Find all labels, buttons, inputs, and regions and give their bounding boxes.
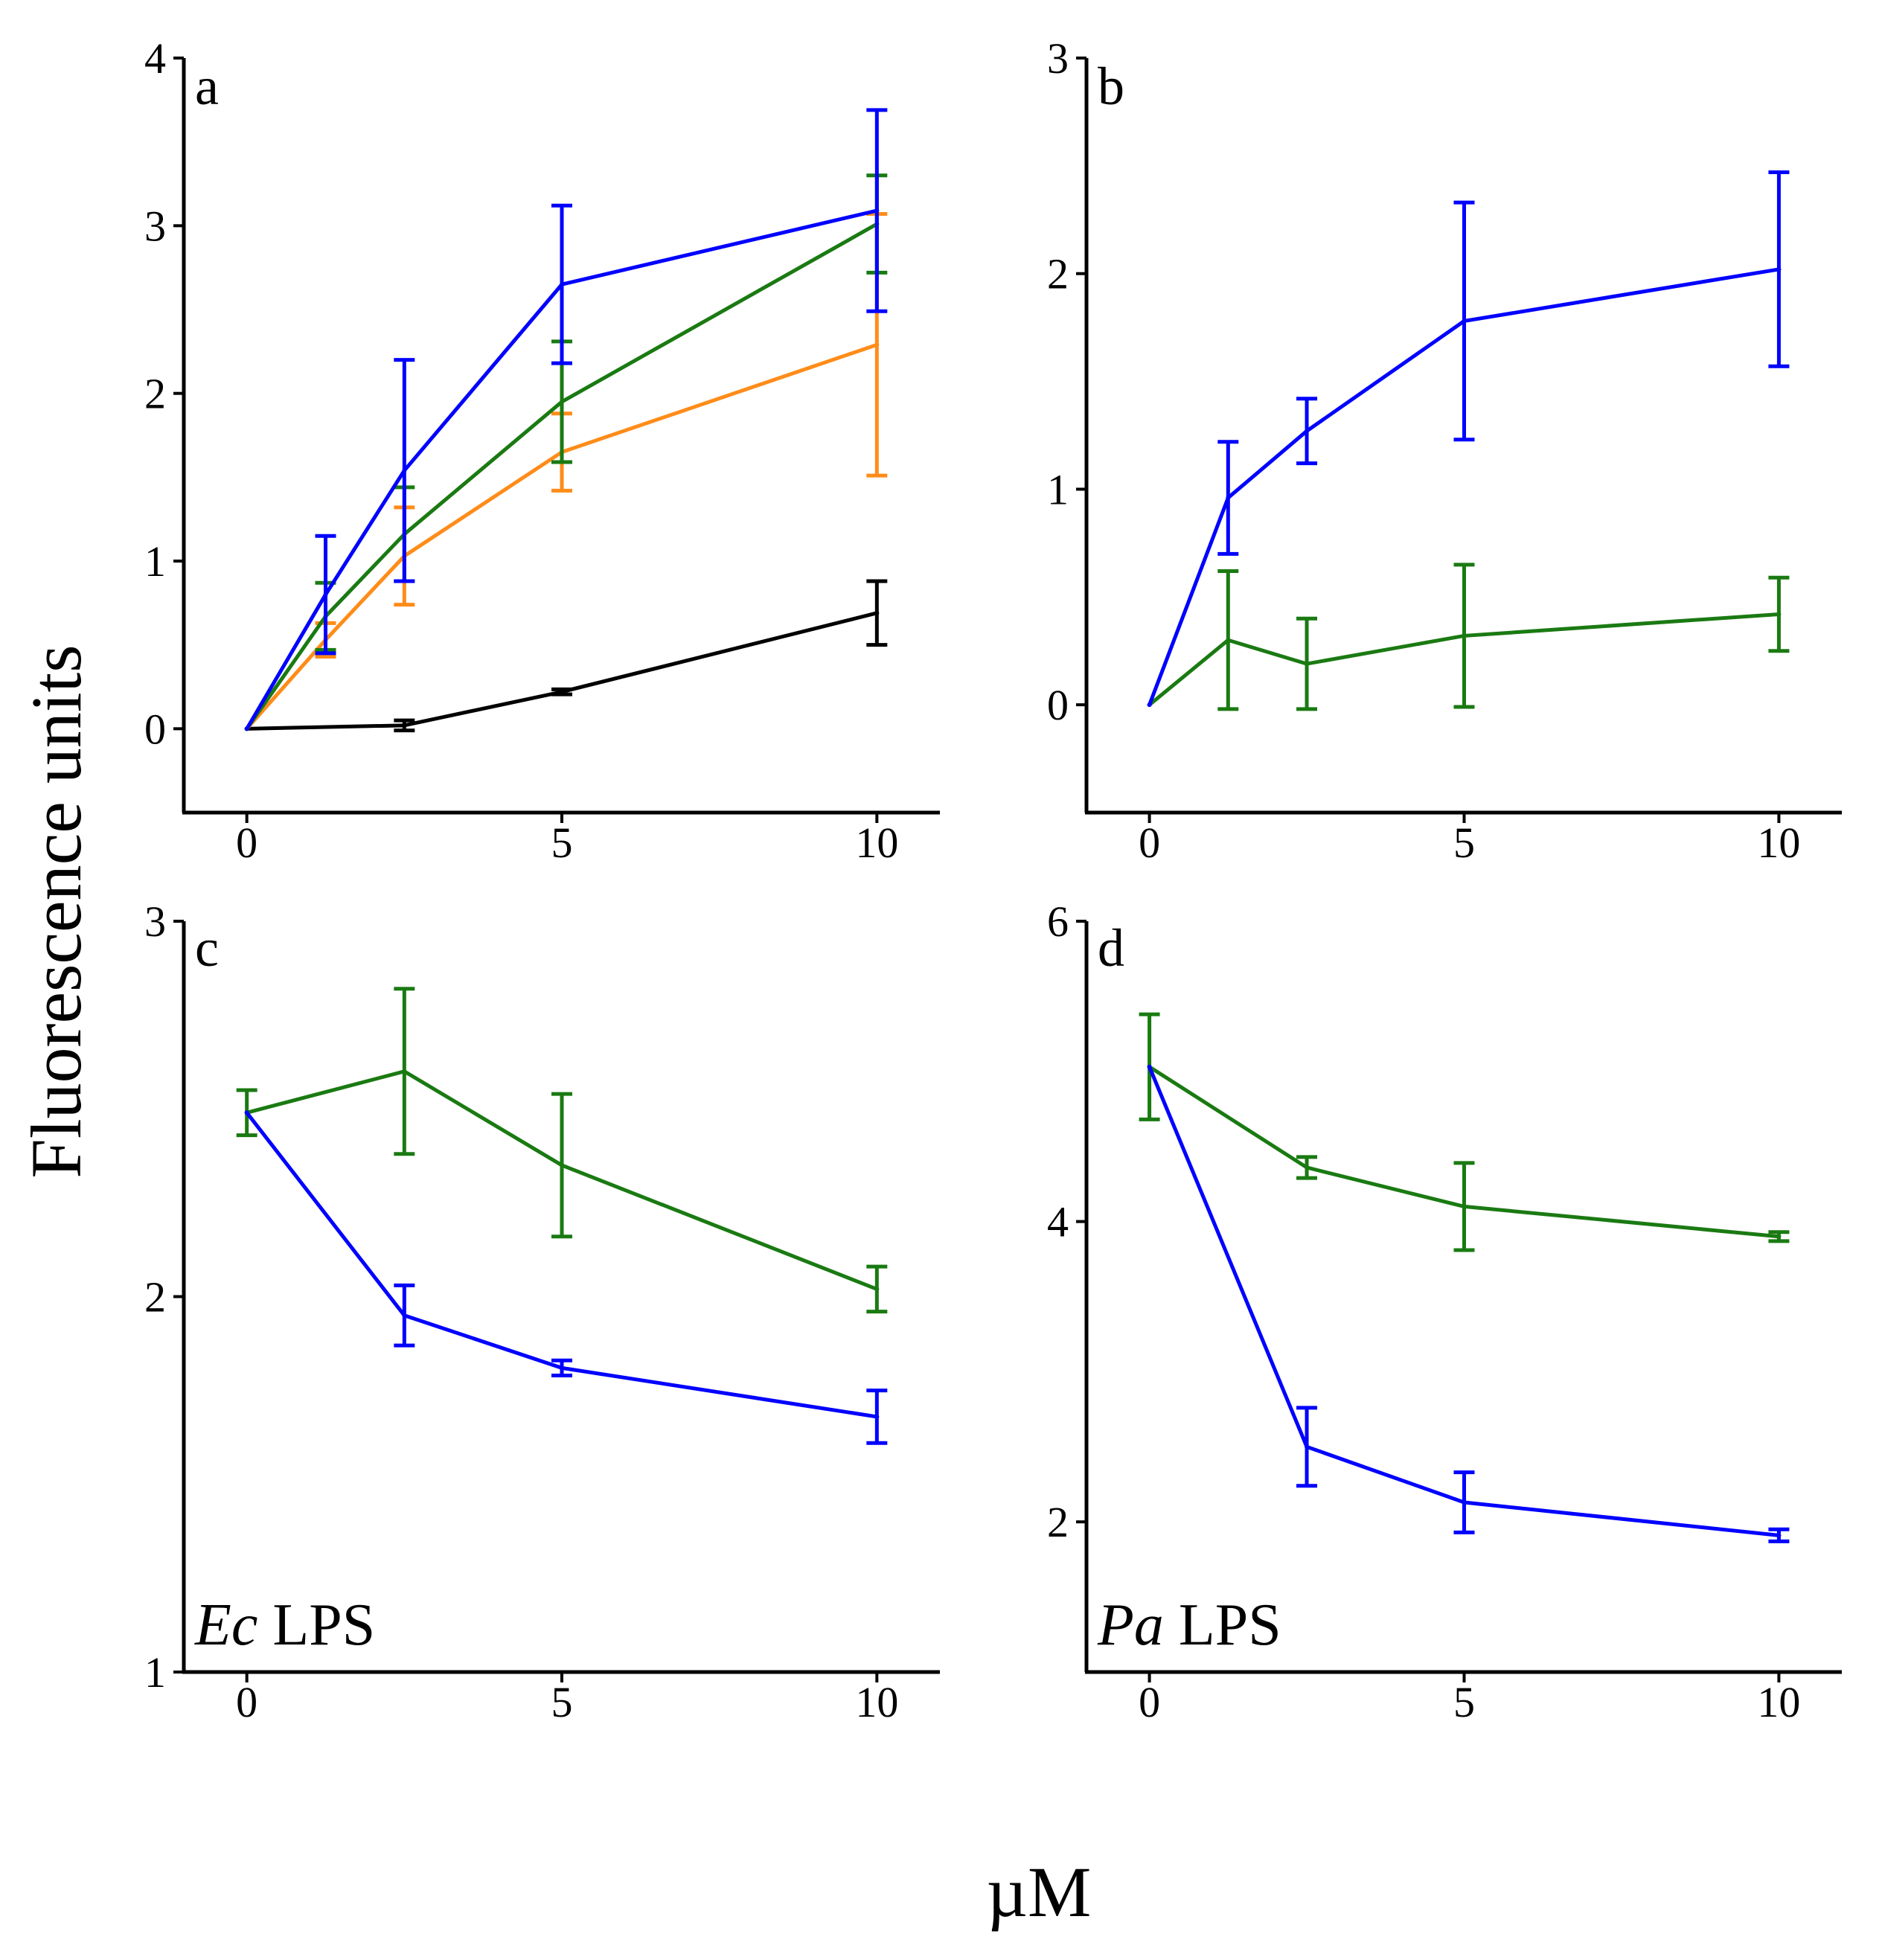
data-point xyxy=(244,726,249,731)
series-green xyxy=(1147,563,1790,711)
x-axis-title: µM xyxy=(987,1852,1092,1932)
y-tick-label: 0 xyxy=(144,705,166,753)
series-blue xyxy=(1147,1064,1790,1543)
y-tick-label: 4 xyxy=(144,34,166,83)
y-tick-label: 1 xyxy=(1047,465,1069,513)
x-tick-label: 0 xyxy=(1139,1678,1160,1726)
y-tick-label: 6 xyxy=(1047,897,1069,946)
series-line xyxy=(1148,1065,1779,1239)
y-tick-label: 3 xyxy=(144,202,166,250)
y-tick-label: 1 xyxy=(144,537,166,586)
series-line xyxy=(1148,1066,1779,1537)
series-blue xyxy=(1147,170,1790,708)
y-tick-label: 2 xyxy=(1047,1498,1069,1546)
x-tick-label: 5 xyxy=(551,819,573,867)
y-tick-label: 2 xyxy=(1047,250,1069,298)
annotation-suffix: LPS xyxy=(1164,1592,1281,1658)
y-tick-label: 1 xyxy=(144,1648,166,1697)
panel-label: b xyxy=(1098,57,1124,116)
panel-d: 2 4 6 0 5 10 d Pa LPS xyxy=(1047,897,1842,1726)
y-axis-title: Fluorescence units xyxy=(16,644,96,1178)
series-line xyxy=(245,1111,877,1419)
panel-label: c xyxy=(195,918,219,978)
x-tick-label: 0 xyxy=(1139,819,1160,867)
panel-b: 0 1 2 3 0 5 10 b xyxy=(1047,34,1842,867)
annotation-suffix: LPS xyxy=(257,1592,375,1658)
series-orange xyxy=(244,212,888,731)
x-tick-label: 5 xyxy=(551,1678,573,1726)
x-tick-label: 5 xyxy=(1453,1678,1475,1726)
y-tick-label: 2 xyxy=(144,1273,166,1322)
series-blue xyxy=(244,1110,888,1445)
y-tick-label: 2 xyxy=(144,370,166,418)
y-tick-label: 3 xyxy=(144,897,166,946)
series-green xyxy=(244,173,888,731)
series-line xyxy=(246,611,877,731)
x-tick-label: 10 xyxy=(855,819,898,867)
series-black xyxy=(244,579,888,733)
panel-label: d xyxy=(1098,918,1124,978)
x-tick-label: 10 xyxy=(1757,819,1800,867)
series-green xyxy=(236,987,888,1314)
data-point xyxy=(1147,1064,1152,1069)
panel-a: 0 1 2 3 4 0 5 10 a xyxy=(144,34,940,867)
annotation-species: Pa xyxy=(1097,1592,1164,1658)
lps-annotation: Ec LPS xyxy=(194,1592,375,1658)
x-tick-label: 0 xyxy=(236,1678,257,1726)
y-tick-label: 4 xyxy=(1047,1198,1069,1246)
lps-annotation: Pa LPS xyxy=(1097,1592,1281,1658)
x-tick-label: 10 xyxy=(855,1678,898,1726)
series-blue xyxy=(244,108,888,731)
x-tick-label: 5 xyxy=(1453,819,1475,867)
data-point xyxy=(1147,702,1152,708)
annotation-species: Ec xyxy=(194,1592,257,1658)
data-point xyxy=(244,1110,249,1115)
x-tick-label: 10 xyxy=(1757,1678,1800,1726)
y-tick-label: 3 xyxy=(1047,34,1069,83)
series-line xyxy=(246,1069,878,1291)
panel-c: 1 2 3 0 5 10 c Ec LPS xyxy=(144,897,940,1726)
panels: 0 1 2 3 4 0 5 10 a 0 1 2 3 0 5 10 b 1 2 3 0 5 10 c Ec LPS 2 4 6 0 5 10… xyxy=(144,34,1842,1726)
y-tick-label: 0 xyxy=(1047,681,1069,729)
series-green xyxy=(1139,1012,1790,1252)
x-tick-label: 0 xyxy=(236,819,257,867)
panel-label: a xyxy=(195,57,219,116)
